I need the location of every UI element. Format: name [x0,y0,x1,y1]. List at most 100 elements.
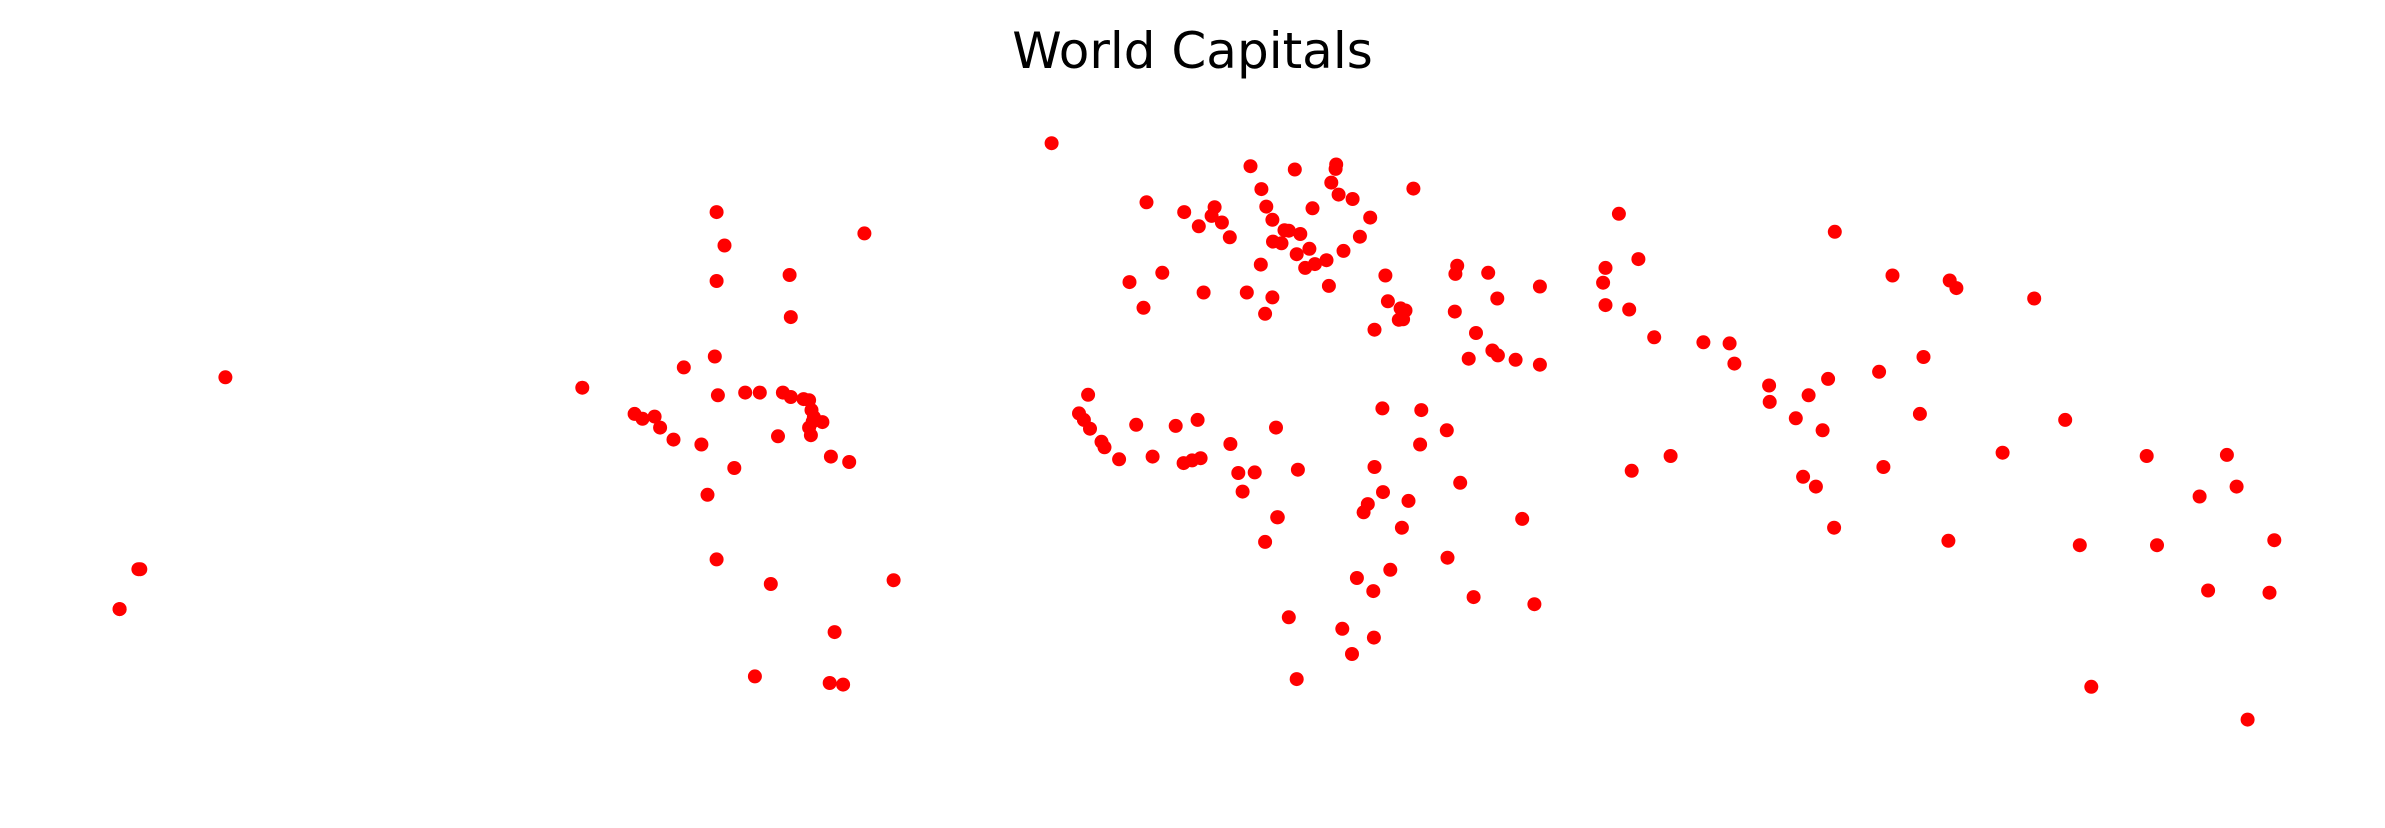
data-point [1481,265,1496,280]
data-point [1367,460,1382,474]
data-point [1815,423,1830,438]
data-point [1097,440,1112,455]
data-point [1168,418,1183,433]
data-point [2058,412,2073,427]
data-point [763,577,778,591]
data-point [1401,493,1416,508]
data-point [1375,401,1390,416]
data-point [1383,562,1398,577]
data-point [783,310,798,325]
data-point [1129,417,1144,432]
data-point [842,455,857,469]
data-point [1466,590,1481,605]
data-point [1044,136,1059,151]
data-point [1611,206,1626,221]
data-point [1258,306,1273,321]
data-point [1406,181,1421,196]
data-point [1796,469,1811,484]
data-point [2219,447,2234,462]
data-point [1270,510,1285,525]
data-point [709,205,724,220]
data-point [1367,322,1382,337]
data-point [1136,300,1151,315]
data-point [647,409,662,424]
data-point [1324,175,1339,190]
data-point [796,392,811,407]
chart-title: World Capitals [1012,22,1373,80]
data-point [1663,449,1678,463]
data-point [1885,268,1900,283]
data-point [1302,241,1317,256]
data-point [1413,437,1428,452]
data-point [1287,162,1302,177]
data-point [1461,351,1476,366]
data-point [1821,371,1836,386]
data-point [1083,421,1097,436]
data-point [1391,312,1406,327]
data-point [1235,484,1250,499]
data-point [1305,201,1320,216]
data-point [1239,285,1254,300]
data-point [1376,485,1390,500]
data-point [1289,672,1304,687]
data-point [783,390,798,404]
data-point [822,676,837,690]
data-point [2262,585,2277,600]
data-point [1259,199,1274,214]
data-point [1490,291,1505,306]
data-point [1243,159,1258,174]
data-point [1827,520,1842,535]
data-point [1352,229,1367,244]
data-point [1622,302,1637,317]
data-point [1281,610,1296,625]
data-point [1319,253,1334,268]
data-point [1515,511,1530,526]
data-point [1253,257,1268,272]
data-point [1508,352,1523,367]
data-point [112,602,127,617]
data-point [575,380,590,395]
data-point [1155,265,1170,280]
data-point [1363,210,1378,225]
data-point [1941,533,1956,548]
data-point [1490,348,1505,363]
data-point [2192,489,2207,504]
data-point [1289,247,1304,262]
data-point [1139,195,1154,210]
data-point [1081,387,1096,402]
data-point [1122,275,1137,290]
data-point [823,449,838,464]
data-point [1876,460,1891,474]
data-point [1696,335,1711,350]
data-point [676,360,691,375]
data-point [1298,260,1313,275]
data-point [1258,534,1273,549]
data-point [2201,583,2216,598]
data-point [1801,388,1816,403]
data-point [1598,298,1613,313]
data-point [738,385,753,400]
data-point [2229,479,2244,494]
data-point [635,411,650,426]
data-point [1942,273,1957,288]
data-point [1254,182,1269,197]
data-point [1196,285,1211,300]
data-point [752,385,767,400]
data-point [1231,466,1246,480]
data-point [666,432,681,447]
data-point [1596,275,1611,290]
data-point [1827,224,1842,239]
data-point [1177,205,1192,220]
data-point [1527,597,1542,612]
data-point [1356,505,1371,520]
data-point [1727,356,1742,371]
data-point [1872,364,1887,379]
data-point [2267,533,2282,548]
data-point [707,349,722,364]
data-point [1788,411,1803,426]
data-point [1722,336,1737,351]
data-point [1281,223,1296,238]
data-point [1762,378,1777,393]
